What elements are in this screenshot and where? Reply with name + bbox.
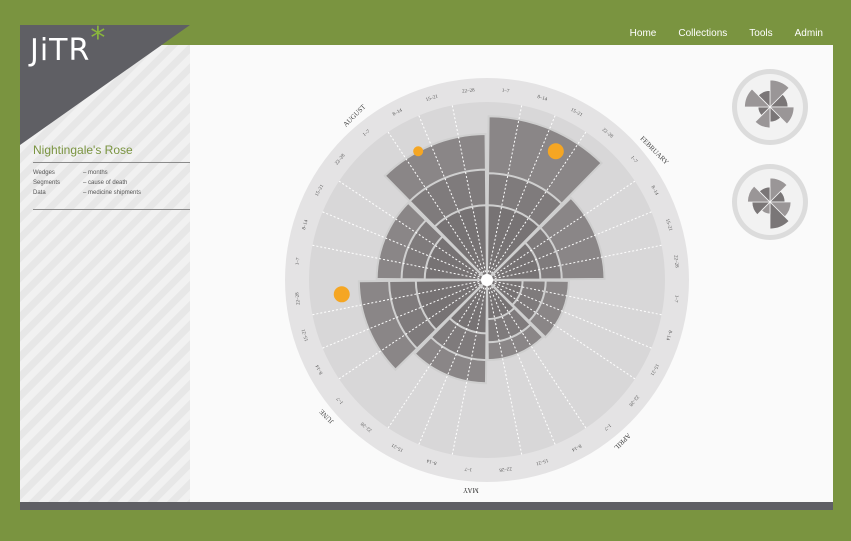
segment [433, 204, 489, 283]
week-tick-label: 22–28 [462, 88, 475, 94]
week-tick-label: 15–21 [425, 94, 439, 103]
center-hub [481, 274, 493, 286]
week-tick-label: 15–21 [301, 328, 310, 342]
week-divider [312, 244, 488, 281]
week-tick-label: 8–14 [649, 185, 658, 197]
week-tick-label: 1–7 [502, 89, 510, 95]
week-divider [451, 279, 488, 455]
nav-home[interactable]: Home [629, 28, 657, 39]
thumbnail-wedge [757, 90, 771, 108]
thumbnail-wedge [754, 106, 771, 129]
thumbnail-wedge [769, 79, 790, 108]
week-tick-label: 15–21 [664, 218, 673, 232]
thumbnail-wedge [769, 106, 795, 125]
nav-collections[interactable]: Collections [678, 28, 728, 39]
segment [485, 204, 541, 283]
week-divider [418, 279, 488, 445]
week-divider [322, 279, 488, 349]
week-divider [387, 131, 488, 281]
nav-admin[interactable]: Admin [794, 28, 823, 39]
week-divider [486, 131, 587, 281]
week-divider [486, 279, 587, 429]
legend-row: Segments – cause of death [33, 180, 128, 186]
week-divider [486, 180, 636, 281]
legend-row: Wedges – months [33, 170, 108, 176]
week-tick-label: 1–7 [464, 466, 472, 472]
week-divider [486, 105, 523, 281]
divider [33, 162, 190, 163]
month-label: MAY [463, 486, 479, 494]
week-tick-label: 22–28 [499, 465, 512, 471]
week-tick-label: 15–21 [315, 184, 326, 198]
week-tick-label: 8–14 [536, 95, 547, 103]
week-divider [486, 279, 636, 380]
rose-thumbnail-2[interactable] [730, 162, 810, 242]
thumbnail-wedge [758, 186, 771, 203]
week-divider [486, 244, 662, 281]
week-divider [387, 279, 488, 429]
week-divider [486, 211, 652, 281]
week-divider [486, 115, 556, 281]
logo-star-icon: * [90, 25, 107, 56]
shipment-dot [333, 286, 350, 303]
divider [33, 209, 190, 210]
week-tick-label: 15–21 [391, 442, 405, 453]
week-tick-label: 1–7 [362, 129, 371, 138]
week-divider [338, 279, 488, 380]
week-divider [486, 279, 556, 445]
week-tick-label: 1–7 [296, 257, 302, 265]
week-divider [418, 115, 488, 281]
week-tick-label: 8–14 [315, 363, 324, 375]
shipment-dot [547, 143, 564, 160]
segment [423, 234, 490, 282]
week-divider [322, 211, 488, 281]
week-divider [338, 180, 488, 281]
thumbnail-wedge [747, 185, 771, 203]
week-tick-label: 15–21 [535, 457, 549, 466]
shipment-dot [413, 146, 424, 157]
week-divider [451, 105, 488, 281]
top-nav-bar: Home Collections Tools Admin [20, 25, 833, 45]
week-tick-label: 8–14 [302, 219, 310, 230]
nightingale-rose-chart[interactable]: 1–7 8–14 15–21 22–28 1–7 8–14 15–21 22–28 1–7 8–1… [282, 75, 692, 495]
legend-row: Data – medicine shipments [33, 190, 142, 196]
thumbnail-wedge [744, 88, 771, 108]
week-tick-label: 8–14 [426, 457, 437, 465]
logo-background [20, 25, 190, 145]
thumbnail-wedge [769, 177, 788, 203]
main-nav: Home Collections Tools Admin [630, 28, 823, 39]
week-tick-label: 8–14 [570, 442, 582, 451]
week-divider [486, 279, 662, 316]
week-tick-label: 8–14 [392, 108, 404, 117]
week-tick-label: 1–7 [602, 422, 611, 431]
week-tick-label: 22–28 [295, 292, 301, 305]
app-window: Home Collections Tools Admin JiTR* Night… [20, 25, 833, 510]
week-tick-label: 1–7 [673, 295, 679, 303]
week-divider [312, 279, 488, 316]
week-tick-label: 1–7 [629, 155, 638, 164]
logo[interactable]: JiTR* [30, 25, 106, 68]
rose-thumbnail-1[interactable] [730, 67, 810, 147]
week-tick-label: 1–7 [336, 395, 345, 404]
week-tick-label: 22–28 [672, 255, 678, 268]
footer-bar [20, 502, 833, 510]
nav-tools[interactable]: Tools [749, 28, 773, 39]
week-tick-label: 8–14 [664, 329, 672, 340]
chart-title: Nightingale's Rose [33, 143, 133, 157]
week-tick-label: 15–21 [649, 363, 660, 377]
week-divider [486, 279, 652, 349]
week-tick-label: 15–21 [570, 108, 584, 119]
thumbnail-wedge [769, 201, 790, 230]
week-divider [486, 279, 523, 455]
